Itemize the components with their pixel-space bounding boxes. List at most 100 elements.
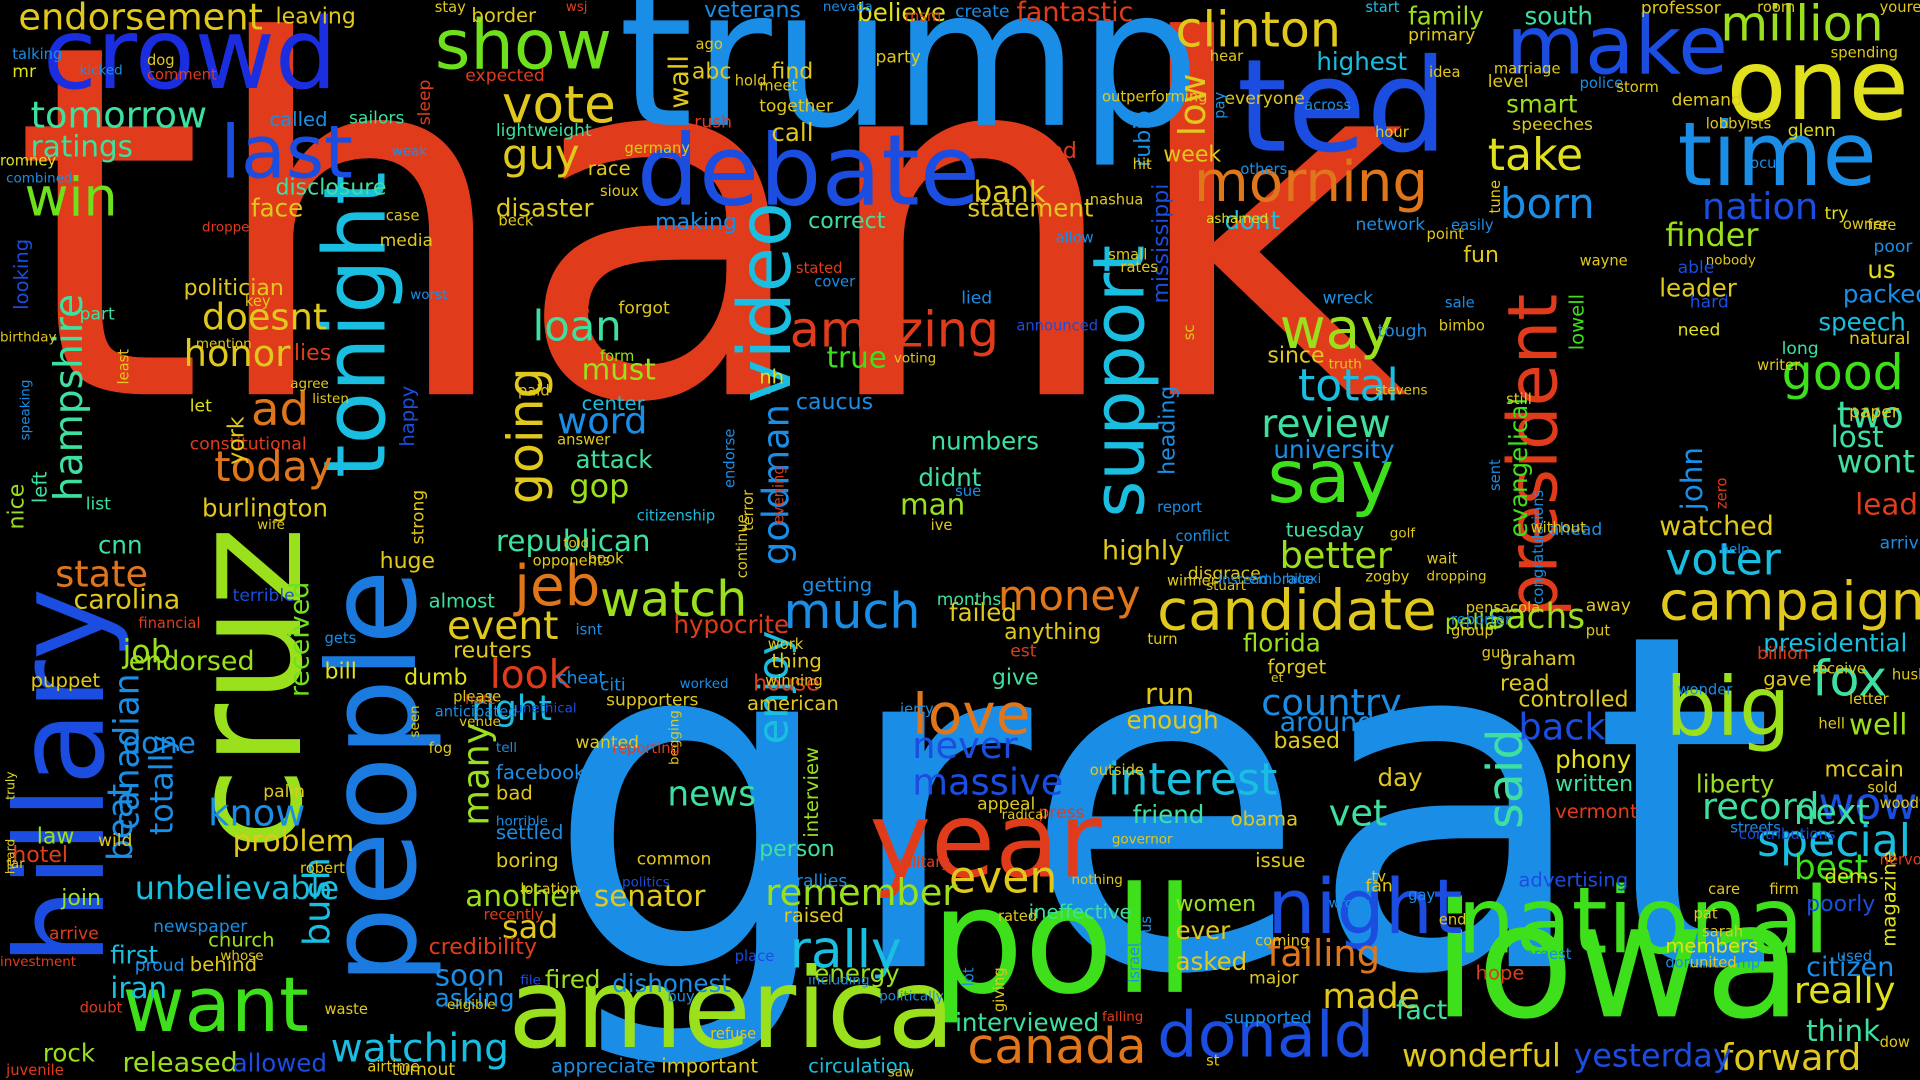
word-law: law bbox=[36, 824, 75, 850]
word-race: race bbox=[587, 156, 631, 181]
word-giving: giving bbox=[990, 967, 1008, 1013]
word-everyone: everyone bbox=[1224, 89, 1305, 109]
word-first: first bbox=[110, 940, 159, 970]
word-big: big bbox=[1665, 660, 1791, 755]
word-friend: friend bbox=[1132, 799, 1205, 829]
word-file: file bbox=[520, 972, 541, 989]
word-stay: stay bbox=[434, 0, 466, 16]
word-gun: gun bbox=[1481, 644, 1510, 662]
word-fired: fired bbox=[544, 964, 601, 995]
word-enough: enough bbox=[1126, 705, 1219, 735]
word-woody: woody bbox=[1879, 794, 1920, 812]
word-disaster: disaster bbox=[495, 193, 594, 223]
word-contributions: contributions bbox=[1738, 825, 1836, 843]
word-unethical: unethical bbox=[514, 700, 577, 717]
word-stuart: stuart bbox=[1206, 577, 1247, 594]
word-respected: respected bbox=[967, 138, 1077, 165]
word-wreck: wreck bbox=[1322, 288, 1374, 309]
word-say: say bbox=[1267, 434, 1395, 521]
word-horrible: horrible bbox=[495, 813, 548, 829]
word-lightweight: lightweight bbox=[495, 121, 592, 141]
word-let: let bbox=[189, 396, 212, 417]
word-dropping: dropping bbox=[1426, 568, 1487, 585]
word-investment: investment bbox=[0, 953, 77, 970]
word-robert: robert bbox=[300, 859, 345, 877]
word-burlington: burlington bbox=[202, 493, 328, 523]
word-great: great bbox=[544, 533, 1776, 1077]
word-house: house bbox=[753, 671, 820, 697]
word-biloxi: biloxi bbox=[1285, 570, 1322, 587]
word-media: media bbox=[379, 231, 433, 252]
word-lowell: lowell bbox=[1564, 293, 1589, 351]
word-kicked: kicked bbox=[79, 62, 123, 79]
word-america: america bbox=[508, 945, 955, 1074]
word-sad: sad bbox=[502, 909, 559, 947]
word-buy: buy bbox=[667, 988, 695, 1006]
word-list: list bbox=[85, 494, 111, 515]
word-combined: combined bbox=[6, 170, 73, 187]
word-lost: lost bbox=[1830, 420, 1884, 455]
word-military: military bbox=[893, 853, 950, 871]
word-highly: highly bbox=[1102, 536, 1185, 567]
word-crowd: crowd bbox=[42, 0, 338, 112]
word-numbers: numbers bbox=[930, 426, 1039, 456]
word-voting: voting bbox=[893, 350, 937, 367]
word-jeb: jeb bbox=[514, 552, 601, 619]
word-asking: asking bbox=[434, 983, 515, 1013]
word-sent: sent bbox=[1486, 459, 1504, 491]
word-loan: loan bbox=[532, 302, 622, 352]
word-donald: donald bbox=[1157, 999, 1375, 1073]
word-wonder: wonder bbox=[1677, 680, 1733, 698]
word-watched: watched bbox=[1659, 511, 1774, 543]
word-evangelical: evangelical bbox=[1503, 397, 1534, 538]
word-done: done bbox=[122, 726, 196, 761]
word-congratulations: congratulations bbox=[1529, 489, 1547, 605]
word-lies: lies bbox=[293, 340, 332, 367]
word-try: try bbox=[1824, 204, 1849, 225]
word-abc: abc bbox=[691, 58, 732, 85]
word-weak: weak bbox=[391, 143, 428, 160]
word-dems: dems bbox=[1824, 864, 1879, 888]
word-worst: worst bbox=[410, 286, 448, 303]
word-interviewed: interviewed bbox=[955, 1007, 1100, 1038]
word-night: night bbox=[1267, 862, 1463, 952]
word-major: major bbox=[1248, 968, 1299, 989]
word-venue: venue bbox=[459, 713, 501, 730]
word-donaldtrump: donaldtrump bbox=[1665, 953, 1761, 972]
word-part: part bbox=[79, 304, 115, 325]
word-energy: energy bbox=[814, 958, 900, 989]
word-happy: happy bbox=[395, 385, 419, 447]
word-stated: stated bbox=[795, 259, 843, 277]
word-dow: dow bbox=[1879, 1033, 1910, 1051]
word-wonderful: wonderful bbox=[1402, 1038, 1561, 1076]
word-read: read bbox=[1500, 671, 1550, 697]
word-time: time bbox=[1677, 102, 1877, 206]
word-news: news bbox=[667, 773, 757, 815]
word-sailors: sailors bbox=[348, 108, 405, 129]
word-conflict: conflict bbox=[1175, 527, 1230, 545]
word-boring: boring bbox=[495, 848, 559, 872]
word-highest: highest bbox=[1316, 46, 1408, 76]
word-reporter: reporter bbox=[1451, 611, 1511, 629]
word-circulation: circulation bbox=[808, 1054, 911, 1078]
word-state: state bbox=[55, 553, 149, 597]
word-republican: republican bbox=[495, 524, 651, 559]
word-person: person bbox=[759, 836, 835, 863]
word-gets: gets bbox=[324, 629, 357, 647]
word-trump: trump bbox=[618, 0, 1201, 171]
word-center: center bbox=[581, 391, 645, 416]
word-find: find bbox=[771, 58, 814, 85]
word-hampshire: hampshire bbox=[45, 293, 92, 502]
word-packed: packed bbox=[1842, 279, 1920, 309]
word-nothing: nothing bbox=[1071, 871, 1123, 888]
word-week: week bbox=[1163, 142, 1222, 168]
word-campaign: campaign bbox=[1659, 570, 1920, 634]
word-palin: palin bbox=[263, 782, 306, 803]
word-recently: recently bbox=[483, 906, 544, 924]
word-proud: proud bbox=[134, 956, 185, 976]
word-church: church bbox=[208, 928, 275, 952]
word-please: please bbox=[453, 688, 502, 706]
word-unbelievable: unbelievable bbox=[134, 870, 340, 908]
word-report: report bbox=[1157, 498, 1203, 516]
word-strong: strong bbox=[408, 489, 429, 545]
